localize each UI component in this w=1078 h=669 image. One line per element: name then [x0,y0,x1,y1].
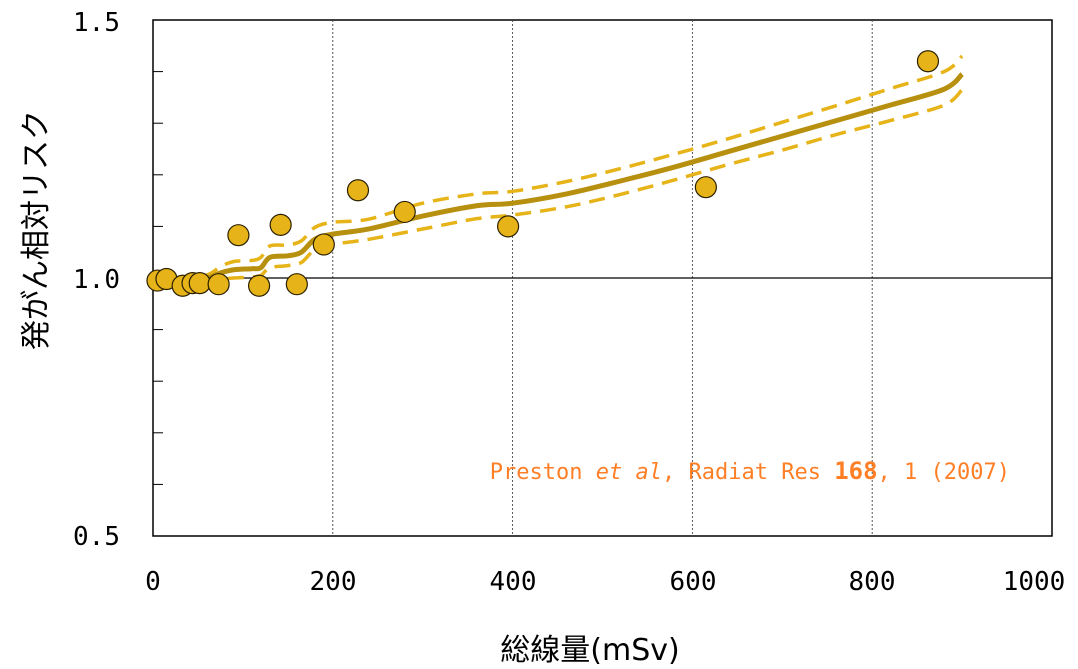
citation-prefix: Preston [490,460,596,485]
citation-volume: 168 [834,457,877,485]
data-point [207,273,230,296]
data-point [188,272,211,295]
data-point [285,273,308,296]
y-tick-label-0.5: 0.5 [73,522,120,552]
y-tick-label-1.0: 1.0 [73,265,120,295]
citation-suffix: , 1 (2007) [878,460,1010,485]
data-point [346,179,370,202]
data-point [916,50,940,73]
citation-annotation: Preston et al, Radiat Res 168, 1 (2007) [490,457,1010,485]
data-point [247,274,271,297]
data-point [227,224,250,247]
data-point [497,215,520,238]
x-tick-label-0: 0 [145,567,161,597]
x-tick-label-400: 400 [490,567,537,597]
x-tick-label-800: 800 [849,567,896,597]
x-tick-label-600: 600 [670,567,717,597]
citation-middle: , Radiat Res [662,460,834,485]
fit-lines [152,54,964,285]
data-point [694,176,717,199]
fit-line [152,72,964,284]
ci-lower-line [152,88,964,285]
x-axis-title: 総線量(mSv) [500,633,679,668]
citation-italic: et al [596,460,662,485]
y-minor-ticks [153,71,163,485]
data-point [393,200,416,224]
y-tick-label-1.5: 1.5 [73,8,120,38]
ci-upper-line [152,54,964,280]
data-points [146,50,940,297]
data-point [269,213,292,236]
y-axis-title: 発がん相対リスク [19,110,54,350]
data-point [312,233,335,256]
x-tick-label-200: 200 [310,567,357,597]
x-tick-label-1000: 1000 [1003,567,1066,597]
